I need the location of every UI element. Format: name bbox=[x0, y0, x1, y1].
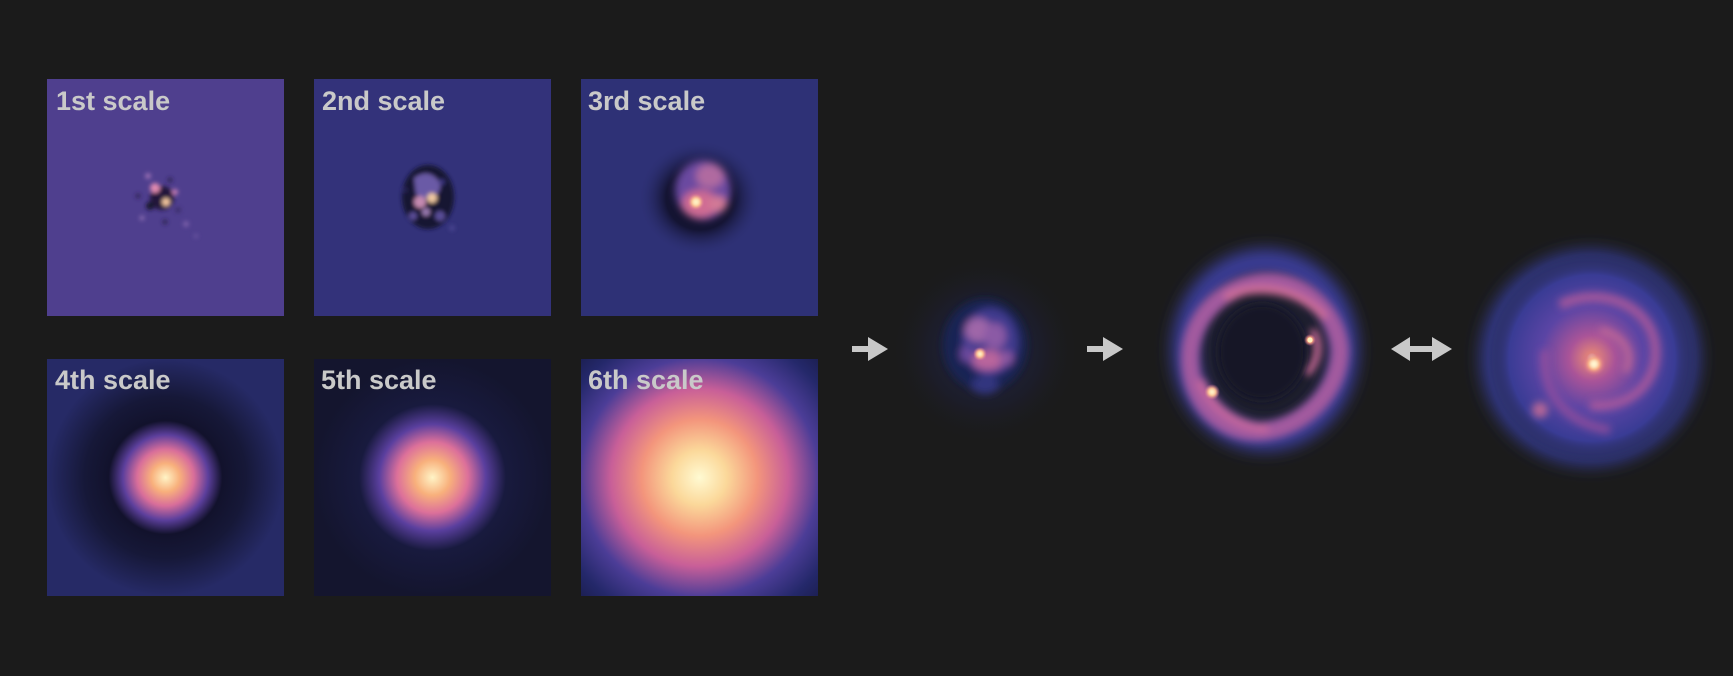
panel-label-5th-scale: 5th scale bbox=[321, 365, 437, 395]
right-arrow-icon bbox=[852, 337, 888, 361]
panel-label-3rd-scale: 3rd scale bbox=[588, 86, 705, 116]
reconstructed-source-image bbox=[890, 255, 1080, 445]
panel-3rd-scale: 3rd scale bbox=[581, 79, 818, 316]
observed-galaxy-image bbox=[1480, 250, 1700, 466]
panel-label-4th-scale: 4th scale bbox=[55, 365, 171, 395]
panel-2nd-scale: 2nd scale bbox=[314, 79, 551, 316]
panel-label-2nd-scale: 2nd scale bbox=[322, 86, 445, 116]
panel-4th-scale: 4th scale bbox=[47, 359, 284, 596]
panel-label-1st-scale: 1st scale bbox=[56, 86, 170, 116]
double-arrow-icon bbox=[1391, 337, 1452, 361]
panel-6th-scale: 6th scale bbox=[581, 359, 818, 596]
right-arrow-icon bbox=[1087, 337, 1123, 361]
panel-5th-scale: 5th scale bbox=[314, 359, 551, 596]
panel-1st-scale: 1st scale bbox=[47, 79, 284, 316]
lensed-ring-image bbox=[1155, 238, 1375, 458]
panel-label-6th-scale: 6th scale bbox=[588, 365, 704, 395]
